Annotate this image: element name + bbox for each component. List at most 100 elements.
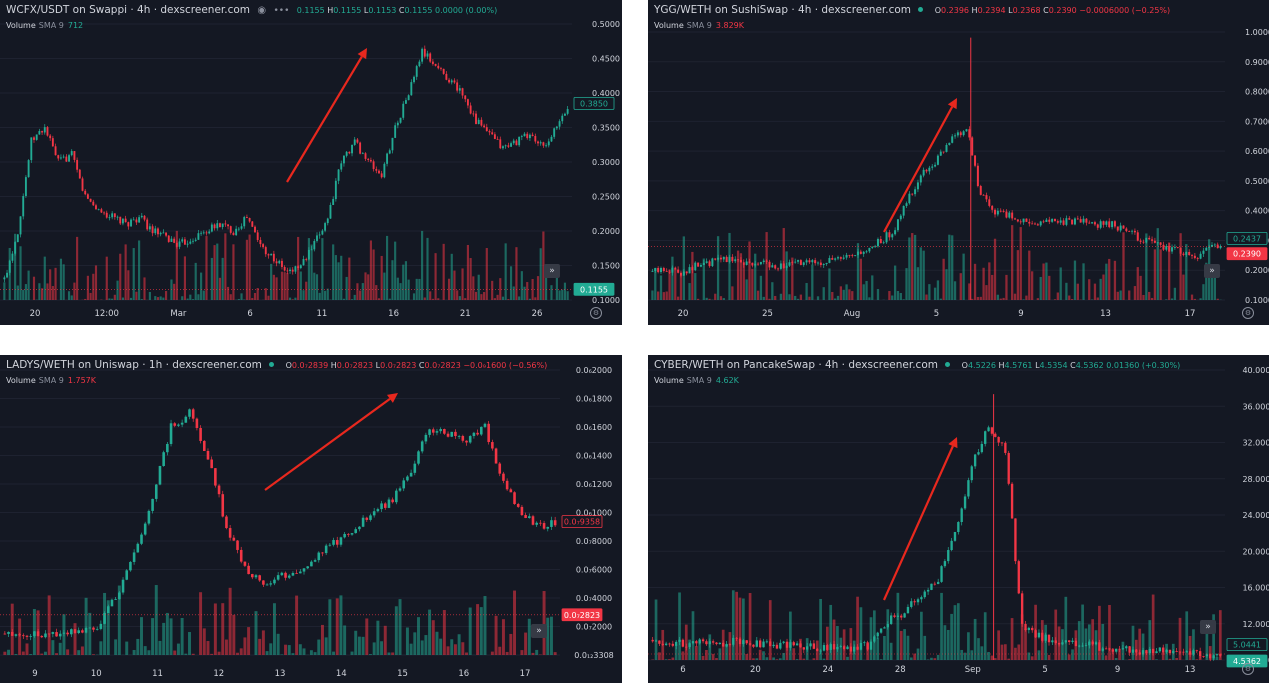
candle-body	[659, 267, 662, 273]
volume-bar	[916, 267, 920, 300]
candle-body	[903, 613, 906, 618]
volume-bar	[339, 595, 343, 655]
volume-bar	[202, 290, 205, 300]
volume-bar	[671, 256, 674, 300]
candle-body	[977, 452, 980, 455]
volume-bar	[424, 635, 428, 655]
candle-body	[879, 628, 883, 633]
volume-bar	[326, 288, 329, 300]
volume-bar	[973, 263, 977, 300]
scroll-to-latest-button[interactable]: »	[1204, 264, 1220, 278]
candle-body	[251, 574, 254, 578]
candle-body	[916, 182, 919, 190]
volume-bar	[173, 650, 177, 655]
volume-bar	[694, 273, 697, 300]
volume-value: 3.829K	[715, 21, 745, 30]
volume-bar	[321, 238, 324, 300]
settings-icon[interactable]: ⚙	[590, 307, 602, 319]
ohlc-value: −0.0₉1600 (−0.56%)	[463, 361, 548, 370]
volume-bar	[871, 275, 874, 300]
volume-bar	[435, 631, 439, 655]
volume-bar	[993, 238, 997, 300]
candle-body	[55, 632, 58, 637]
candle-body	[324, 223, 327, 231]
volume-bar	[1093, 283, 1097, 300]
candle-body	[980, 443, 984, 453]
settings-icon[interactable]: ⚙	[1242, 307, 1254, 319]
candle-body	[84, 190, 87, 195]
eye-icon[interactable]: ◉	[257, 5, 267, 16]
scroll-to-latest-button[interactable]: »	[1200, 620, 1216, 634]
candle-body	[480, 119, 483, 126]
candle-body	[270, 253, 273, 256]
candle-body	[30, 137, 33, 161]
candle-body	[874, 246, 877, 248]
volume-bar	[218, 277, 222, 300]
candle-body	[420, 441, 424, 452]
candle-body	[1191, 255, 1194, 256]
volume-bar	[682, 236, 685, 300]
volume-bar	[1025, 295, 1028, 300]
candle-body	[685, 271, 688, 274]
candle-body	[985, 195, 988, 200]
ohlc-key: L	[1008, 6, 1013, 15]
candle-body	[159, 232, 162, 235]
candle-body	[329, 204, 332, 219]
volume-bar	[662, 292, 665, 300]
volume-bar	[38, 283, 41, 300]
ohlc-value: 0.01360 (+0.30%)	[1106, 361, 1181, 370]
volume-bar	[240, 293, 243, 300]
volume-bar	[117, 585, 121, 655]
more-icon[interactable]: •••	[273, 6, 290, 16]
y-tick-label: 0.0₇6000	[576, 566, 612, 575]
candle-body	[236, 540, 239, 550]
candle-body	[356, 139, 359, 143]
trend-arrow-head	[947, 98, 957, 110]
candle-body	[1062, 220, 1065, 225]
candle-body	[328, 544, 332, 546]
volume-bar	[391, 652, 395, 655]
volume-bar	[380, 255, 383, 300]
price-label-box	[561, 515, 603, 529]
volume-bar	[221, 257, 224, 300]
volume-bar	[842, 289, 845, 300]
volume-bar	[407, 279, 410, 300]
candle-body	[1022, 218, 1025, 223]
y-tick-label: 0.0₇8000	[576, 537, 612, 546]
volume-bar	[791, 257, 794, 300]
volume-bar	[426, 237, 429, 300]
candle-body	[43, 127, 46, 133]
volume-bar	[356, 283, 359, 300]
x-tick-label: 20	[678, 309, 689, 319]
price-label-box	[573, 96, 615, 110]
candle-body	[1136, 232, 1139, 241]
volume-bar	[380, 641, 384, 655]
volume-bar	[1016, 250, 1020, 300]
volume-bar	[1161, 652, 1165, 660]
settings-icon[interactable]: ⚙	[1242, 663, 1254, 675]
candle-body	[1102, 221, 1105, 225]
volume-bar	[245, 239, 248, 300]
x-tick-label: 9	[32, 669, 37, 679]
candle-body	[651, 639, 654, 642]
scroll-to-latest-button[interactable]: »	[544, 264, 560, 278]
volume-bar	[418, 278, 421, 300]
volume-bar	[1082, 263, 1085, 300]
volume-bar	[976, 296, 980, 300]
volume-bar	[531, 652, 535, 655]
candle-body	[499, 139, 502, 149]
candle-body	[1025, 218, 1028, 222]
volume-bar	[434, 253, 437, 300]
candle-body	[448, 79, 451, 83]
candle-body	[674, 267, 677, 270]
scroll-to-latest-button[interactable]: »	[531, 624, 547, 638]
volume-bar	[1193, 298, 1197, 300]
volume-bar	[1175, 657, 1178, 660]
candle-body	[464, 95, 467, 100]
candle-body	[202, 440, 206, 451]
candle-body	[894, 230, 897, 235]
candle-body	[89, 198, 92, 202]
candle-body	[1165, 246, 1168, 250]
volume-legend: Volume SMA 9 4.62K	[654, 376, 739, 385]
volume-bar	[888, 291, 891, 300]
